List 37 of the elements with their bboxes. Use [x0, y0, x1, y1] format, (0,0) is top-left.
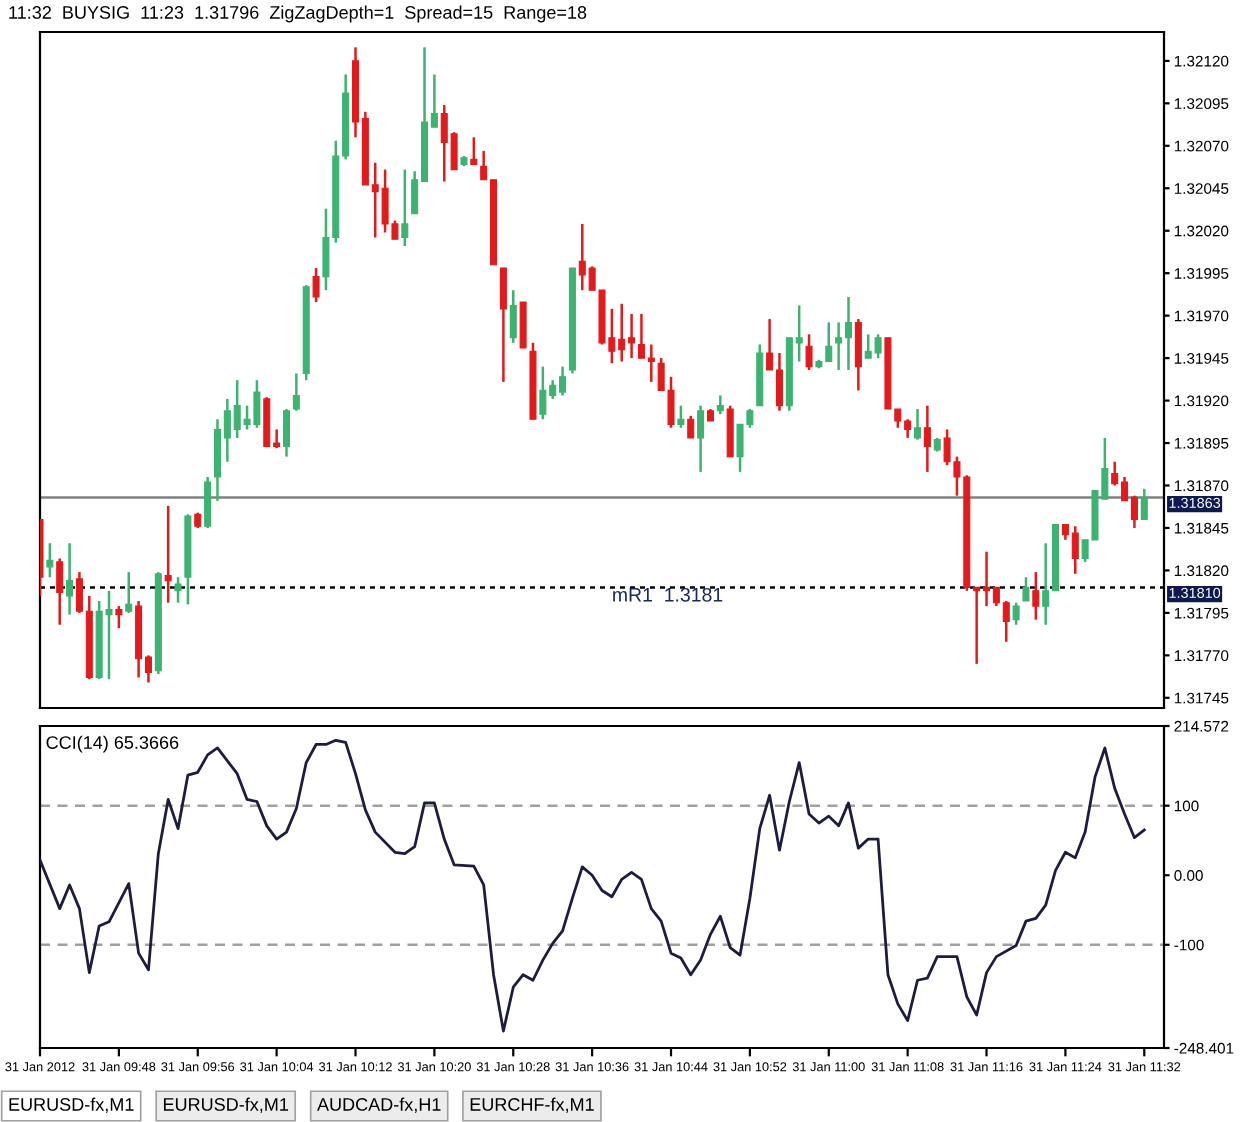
- candlestick: [401, 168, 409, 248]
- candlestick: [164, 504, 172, 604]
- candlestick: [66, 542, 74, 616]
- candlestick: [1032, 570, 1040, 621]
- candlestick: [726, 404, 734, 458]
- text: 11:32 BUYSIG 11:23 1.31796 ZigZagDepth=1 Spread=15 Range=18: [9, 5, 587, 23]
- candlestick: [470, 136, 478, 166]
- text: AUDCAD-fx,H1: [317, 1097, 441, 1113]
- candlestick: [805, 333, 813, 372]
- candlestick: [1022, 575, 1030, 603]
- candlestick: [56, 557, 64, 627]
- candlestick: [204, 475, 212, 530]
- candlestick: [716, 394, 724, 416]
- candlestick: [923, 404, 931, 474]
- candlestick: [174, 575, 182, 604]
- text: EURUSD-fx,M1: [163, 1097, 289, 1113]
- candlestick: [519, 300, 527, 350]
- candlestick: [312, 266, 320, 304]
- candlestick: [46, 542, 54, 579]
- text: EURCHF-fx,M1: [470, 1097, 594, 1113]
- line-series: [40, 738, 1146, 1033]
- candlestick: [687, 414, 695, 440]
- candlestick: [125, 570, 133, 615]
- candlestick: [677, 404, 685, 429]
- candlestick: [115, 604, 123, 630]
- candlestick: [292, 372, 300, 413]
- candlestick: [854, 317, 862, 392]
- candlestick: [697, 404, 705, 474]
- text: EURUSD-fx,M1: [9, 1097, 134, 1113]
- text: CCI(14) 65.3666: [46, 735, 179, 753]
- candlestick: [282, 407, 291, 458]
- candlestick: [913, 407, 922, 441]
- candlestick: [1012, 601, 1020, 627]
- candlestick: [499, 266, 507, 384]
- annotation: mR1 1.3181: [613, 587, 723, 602]
- candlestick: [509, 288, 517, 345]
- candlestick: [1140, 487, 1148, 521]
